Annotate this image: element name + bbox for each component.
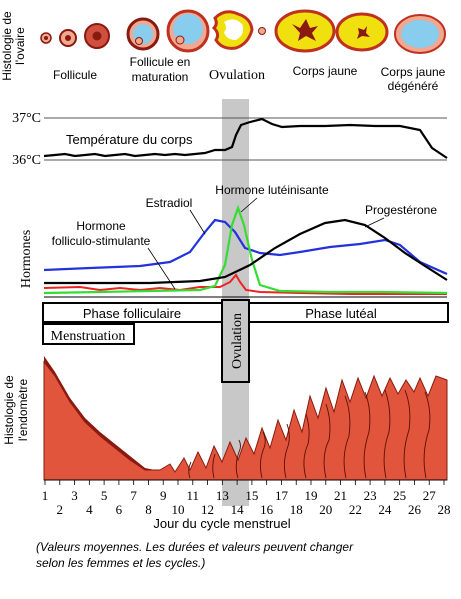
x-axis: 1234567891011121314151617181920212223242… (42, 479, 451, 531)
hormones-axis-label: Hormones (19, 230, 34, 288)
menstruation-label: Menstruation (51, 329, 126, 344)
x-axis-ticks: 1234567891011121314151617181920212223242… (42, 480, 451, 517)
corpus-luteum-icon (274, 9, 336, 53)
x-axis-day-label: 6 (116, 502, 123, 517)
x-axis-day-label: 8 (145, 502, 152, 517)
x-axis-day-label: 14 (231, 502, 245, 517)
corpus-luteum-mid-icon (335, 12, 389, 52)
x-axis-day-label: 3 (71, 488, 78, 503)
x-axis-day-label: 16 (260, 502, 274, 517)
stage-label-ovulation: Ovulation (209, 68, 265, 83)
x-axis-day-label: 20 (319, 502, 332, 517)
x-axis-day-label: 22 (349, 502, 362, 517)
stage-label-corpus-luteum: Corps jaune (293, 64, 358, 78)
temperature-panel: 37°C 36°C Température du corps (12, 111, 448, 168)
x-axis-day-label: 5 (101, 488, 108, 503)
temperature-tick-36: 36°C (12, 153, 41, 168)
x-axis-day-label: 1 (42, 488, 49, 503)
temperature-tick-37: 37°C (12, 111, 41, 126)
x-axis-day-label: 4 (86, 502, 93, 517)
endometrium-panel: Histologie de l'endomètre (2, 356, 448, 481)
stage-label-degenerate-line1: Corps jaune (381, 65, 446, 79)
x-axis-day-label: 23 (364, 488, 377, 503)
footnote-line2: selon les femmes et les cycles.) (36, 556, 205, 570)
phase-bar: Phase folliculaire Phase lutéal Menstrua… (42, 299, 449, 383)
progesterone-label: Progestérone (365, 203, 437, 217)
lh-pointer (240, 197, 258, 213)
x-axis-day-label: 27 (423, 488, 437, 503)
x-axis-day-label: 7 (130, 488, 137, 503)
lh-curve (43, 204, 448, 295)
luteal-phase-label: Phase lutéal (305, 306, 377, 321)
x-axis-day-label: 13 (216, 488, 229, 503)
degenerate-corpus-luteum-icon (394, 14, 446, 54)
ovary-side-label-line2: l'ovaire (13, 27, 27, 65)
x-axis-day-label: 17 (275, 488, 289, 503)
x-axis-day-label: 15 (245, 488, 258, 503)
ovary-histology-row: Histologie de l'ovaire (0, 9, 446, 93)
follicle-small-icon (40, 32, 52, 44)
follicle-medium-icon (59, 29, 77, 47)
estradiol-curve (43, 218, 448, 276)
temperature-curve (43, 117, 448, 159)
follicular-phase-label: Phase folliculaire (83, 306, 181, 321)
fsh-label-line1: Hormone (76, 219, 126, 233)
progesterone-curve (44, 218, 448, 285)
ruptured-follicle-icon (211, 10, 266, 50)
x-axis-label: Jour du cycle menstruel (153, 516, 290, 531)
x-axis-day-label: 24 (378, 502, 392, 517)
x-axis-day-label: 10 (172, 502, 185, 517)
fsh-pointer (147, 247, 176, 290)
x-axis-day-label: 12 (201, 502, 214, 517)
temperature-label: Température du corps (66, 132, 193, 147)
endometrium-glands (188, 389, 431, 479)
mature-follicle-icon (166, 9, 210, 53)
estradiol-pointer (189, 209, 206, 235)
endometrium-tissue (43, 360, 448, 481)
progesterone-pointer (364, 217, 385, 228)
ovulation-phase-label: Ovulation (230, 313, 245, 369)
estradiol-label: Estradiol (146, 196, 193, 210)
x-axis-day-label: 19 (305, 488, 318, 503)
x-axis-day-label: 18 (290, 502, 303, 517)
stage-label-maturing-line1: Follicule en (130, 55, 191, 69)
maturing-follicle-icon (126, 17, 160, 51)
x-axis-day-label: 9 (160, 488, 167, 503)
footnote-line1: (Valeurs moyennes. Les durées et valeurs… (36, 540, 354, 554)
fsh-curve (43, 273, 447, 295)
follicle-large-icon (84, 23, 110, 49)
ovulation-phase-box (221, 299, 250, 383)
hormones-panel: Hormones Hormone folliculo-stimulante Es… (19, 183, 448, 298)
x-axis-day-label: 26 (408, 502, 422, 517)
fsh-label-line2: folliculo-stimulante (52, 234, 151, 248)
endometrium-side-label-line1: Histologie de (2, 375, 16, 445)
x-axis-day-label: 11 (187, 488, 200, 503)
stage-label-maturing-line2: maturation (132, 70, 189, 84)
x-axis-day-label: 25 (393, 488, 406, 503)
x-axis-day-label: 21 (334, 488, 347, 503)
x-axis-day-label: 28 (438, 502, 451, 517)
menstruation-box (42, 323, 135, 345)
x-axis-day-label: 2 (57, 502, 64, 517)
stage-label-degenerate-line2: dégénéré (388, 79, 439, 93)
endometrium-side-label-line2: l'endomètre (16, 379, 30, 442)
ovary-side-label-line1: Histologie de (0, 11, 14, 81)
lh-label: Hormone lutéinisante (215, 183, 329, 197)
stage-label-follicle: Follicule (53, 68, 97, 82)
